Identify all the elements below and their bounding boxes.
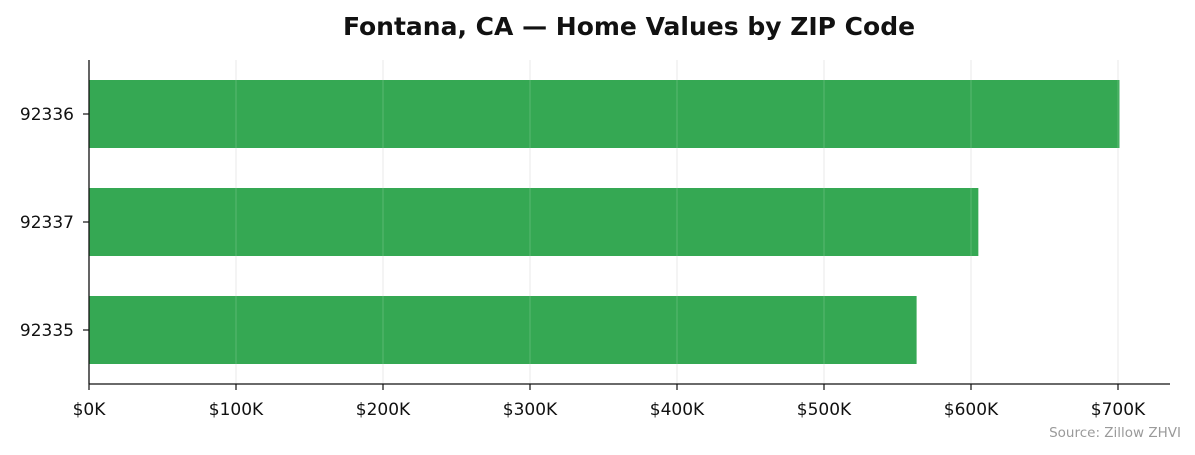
x-axis-ticks: $0K $100K $200K $300K $400K $500K $600K $700K xyxy=(73,384,1146,420)
x-tick-label: $100K xyxy=(209,400,264,420)
x-tick-label: $0K xyxy=(73,400,107,420)
chart-title: Fontana, CA — Home Values by ZIP Code xyxy=(343,12,915,41)
x-tick-label: $700K xyxy=(1091,400,1146,420)
y-tick-label: 92336 xyxy=(20,105,74,125)
bar-92335 xyxy=(89,296,917,364)
source-note: Source: Zillow ZHVI xyxy=(1049,425,1181,441)
bar-92337 xyxy=(89,188,979,256)
x-tick-label: $600K xyxy=(944,400,999,420)
x-tick-label: $200K xyxy=(356,400,411,420)
y-tick-label: 92337 xyxy=(20,213,74,233)
x-tick-label: $300K xyxy=(503,400,558,420)
bar-92336 xyxy=(89,80,1120,148)
x-tick-label: $500K xyxy=(797,400,852,420)
y-axis-ticks: 92336 92337 92335 xyxy=(20,105,89,341)
y-tick-label: 92335 xyxy=(20,321,74,341)
bars xyxy=(89,60,1120,384)
x-tick-label: $400K xyxy=(650,400,705,420)
